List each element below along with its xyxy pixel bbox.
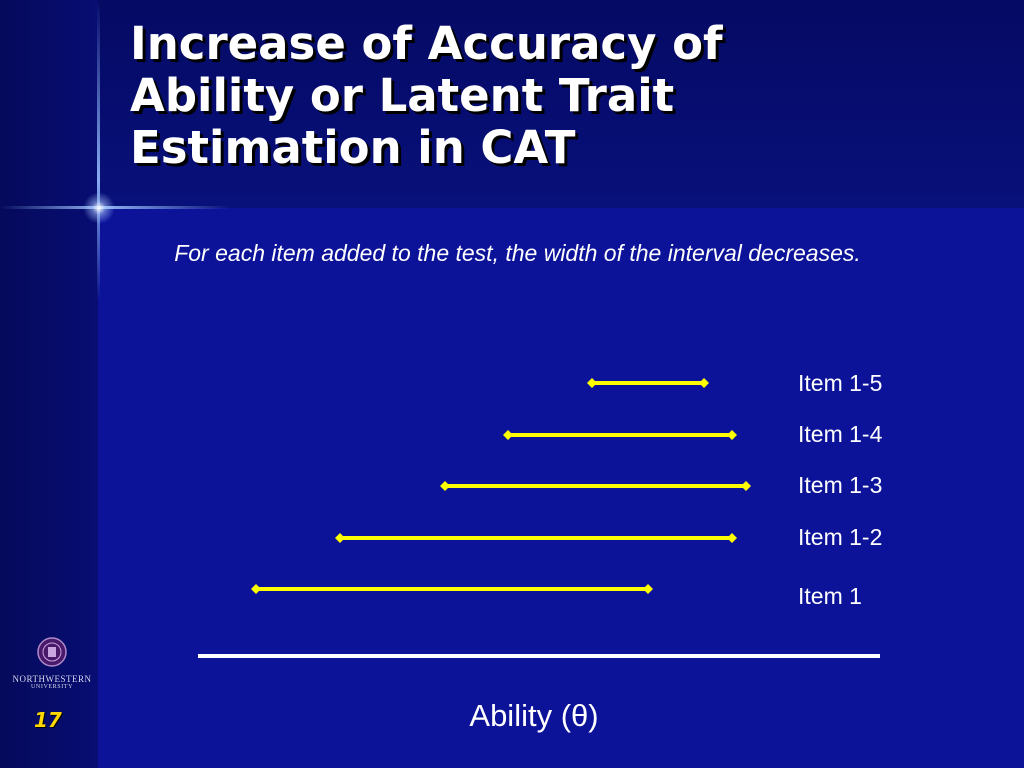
interval-5: Item 1 [251, 583, 862, 609]
interval-start-marker [440, 481, 450, 491]
ability-axis-label: Ability (θ) [469, 698, 598, 733]
interval-end-marker [741, 481, 751, 491]
interval-end-marker [727, 430, 737, 440]
interval-start-marker [251, 584, 261, 594]
logo-name: NORTHWESTERN [12, 674, 92, 684]
interval-label: Item 1-4 [798, 421, 883, 447]
interval-end-marker [643, 584, 653, 594]
light-flare-horizontal [0, 206, 230, 209]
interval-3: Item 1-3 [440, 472, 882, 498]
interval-label: Item 1-3 [798, 472, 882, 498]
interval-4: Item 1-2 [335, 524, 882, 550]
interval-2: Item 1-4 [503, 421, 883, 447]
interval-start-marker [587, 378, 597, 388]
interval-start-marker [503, 430, 513, 440]
header-band [0, 0, 1024, 208]
interval-label: Item 1-2 [798, 524, 882, 550]
interval-end-marker [699, 378, 709, 388]
light-flare-vertical [97, 0, 100, 300]
page-number: 17 [34, 708, 62, 732]
logo-sub: UNIVERSITY [31, 684, 73, 691]
northwestern-logo: NORTHWESTERN UNIVERSITY [8, 636, 96, 690]
interval-label: Item 1 [798, 583, 862, 609]
university-seal-icon [37, 637, 67, 667]
interval-start-marker [335, 533, 345, 543]
slide-title: Increase of Accuracy of Ability or Laten… [130, 17, 723, 175]
interval-label: Item 1-5 [798, 370, 882, 396]
slide-subtitle: For each item added to the test, the wid… [174, 240, 861, 266]
intervals-layer: Item 1-5 Item 1-4 Item 1-3 Item 1-2 Item 1 [251, 370, 883, 609]
light-flare-glow [83, 192, 115, 224]
interval-1: Item 1-5 [587, 370, 882, 396]
interval-end-marker [727, 533, 737, 543]
